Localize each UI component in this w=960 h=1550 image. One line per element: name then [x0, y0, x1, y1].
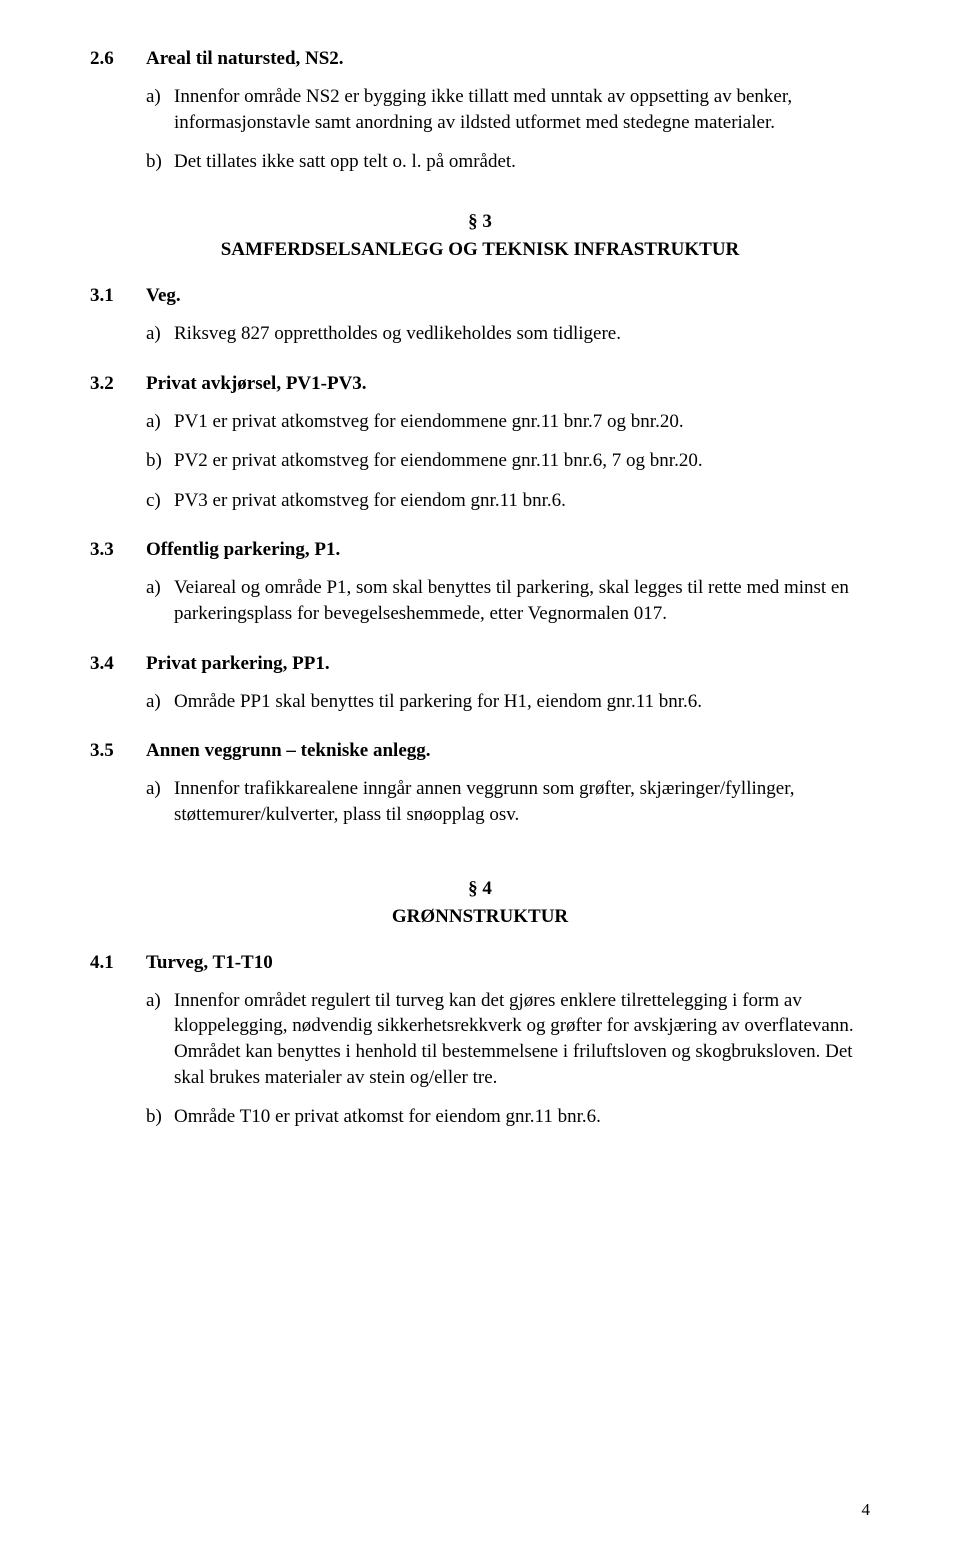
list-item: a) Område PP1 skal benyttes til parkerin…	[146, 689, 870, 715]
list-item: a) Innenfor trafikkarealene inngår annen…	[146, 776, 870, 827]
list-text: Det tillates ikke satt opp telt o. l. på…	[174, 149, 870, 175]
list-marker: b)	[146, 448, 174, 474]
page: 2.6 Areal til natursted, NS2. a) Innenfo…	[0, 0, 960, 1550]
list-marker: b)	[146, 1104, 174, 1130]
list-marker: a)	[146, 988, 174, 1091]
heading-number: 2.6	[90, 48, 146, 70]
heading-number: 3.2	[90, 373, 146, 395]
heading-3-2: 3.2 Privat avkjørsel, PV1-PV3.	[90, 373, 870, 395]
heading-title: Privat avkjørsel, PV1-PV3.	[146, 373, 367, 395]
heading-3-1: 3.1 Veg.	[90, 285, 870, 307]
list-item: a) Innenfor område NS2 er bygging ikke t…	[146, 84, 870, 135]
section-3-para: § 3	[90, 211, 870, 233]
list-item: c) PV3 er privat atkomstveg for eiendom …	[146, 488, 870, 514]
heading-3-5: 3.5 Annen veggrunn – tekniske anlegg.	[90, 740, 870, 762]
heading-3-4: 3.4 Privat parkering, PP1.	[90, 653, 870, 675]
list-item: b) PV2 er privat atkomstveg for eiendomm…	[146, 448, 870, 474]
heading-number: 3.5	[90, 740, 146, 762]
heading-number: 3.4	[90, 653, 146, 675]
list-item: a) PV1 er privat atkomstveg for eiendomm…	[146, 409, 870, 435]
heading-3-3: 3.3 Offentlig parkering, P1.	[90, 539, 870, 561]
heading-number: 3.1	[90, 285, 146, 307]
section-4-para: § 4	[90, 878, 870, 900]
list-marker: a)	[146, 409, 174, 435]
heading-title: Turveg, T1-T10	[146, 952, 273, 974]
list-text: Område PP1 skal benyttes til parkering f…	[174, 689, 870, 715]
heading-title: Veg.	[146, 285, 181, 307]
list-marker: a)	[146, 575, 174, 626]
list-text: Innenfor område NS2 er bygging ikke till…	[174, 84, 870, 135]
list-text: Veiareal og område P1, som skal benyttes…	[174, 575, 870, 626]
list-text: PV1 er privat atkomstveg for eiendommene…	[174, 409, 870, 435]
list-marker: a)	[146, 84, 174, 135]
heading-2-6: 2.6 Areal til natursted, NS2.	[90, 48, 870, 70]
list-text: Riksveg 827 opprettholdes og vedlikehold…	[174, 321, 870, 347]
list-marker: c)	[146, 488, 174, 514]
list-marker: b)	[146, 149, 174, 175]
list-item: b) Det tillates ikke satt opp telt o. l.…	[146, 149, 870, 175]
heading-number: 3.3	[90, 539, 146, 561]
list-text: PV3 er privat atkomstveg for eiendom gnr…	[174, 488, 870, 514]
list-text: Innenfor området regulert til turveg kan…	[174, 988, 870, 1091]
list-item: a) Veiareal og område P1, som skal benyt…	[146, 575, 870, 626]
list-marker: a)	[146, 776, 174, 827]
list-item: b) Område T10 er privat atkomst for eien…	[146, 1104, 870, 1130]
section-4-title: GRØNNSTRUKTUR	[90, 906, 870, 928]
page-number: 4	[862, 1500, 871, 1520]
heading-title: Offentlig parkering, P1.	[146, 539, 340, 561]
list-text: Innenfor trafikkarealene inngår annen ve…	[174, 776, 870, 827]
heading-4-1: 4.1 Turveg, T1-T10	[90, 952, 870, 974]
section-3-title: SAMFERDSELSANLEGG OG TEKNISK INFRASTRUKT…	[90, 239, 870, 261]
heading-title: Privat parkering, PP1.	[146, 653, 330, 675]
list-item: a) Innenfor området regulert til turveg …	[146, 988, 870, 1091]
list-marker: a)	[146, 321, 174, 347]
list-text: PV2 er privat atkomstveg for eiendommene…	[174, 448, 870, 474]
list-text: Område T10 er privat atkomst for eiendom…	[174, 1104, 870, 1130]
heading-number: 4.1	[90, 952, 146, 974]
list-marker: a)	[146, 689, 174, 715]
list-item: a) Riksveg 827 opprettholdes og vedlikeh…	[146, 321, 870, 347]
heading-title: Areal til natursted, NS2.	[146, 48, 344, 70]
heading-title: Annen veggrunn – tekniske anlegg.	[146, 740, 431, 762]
